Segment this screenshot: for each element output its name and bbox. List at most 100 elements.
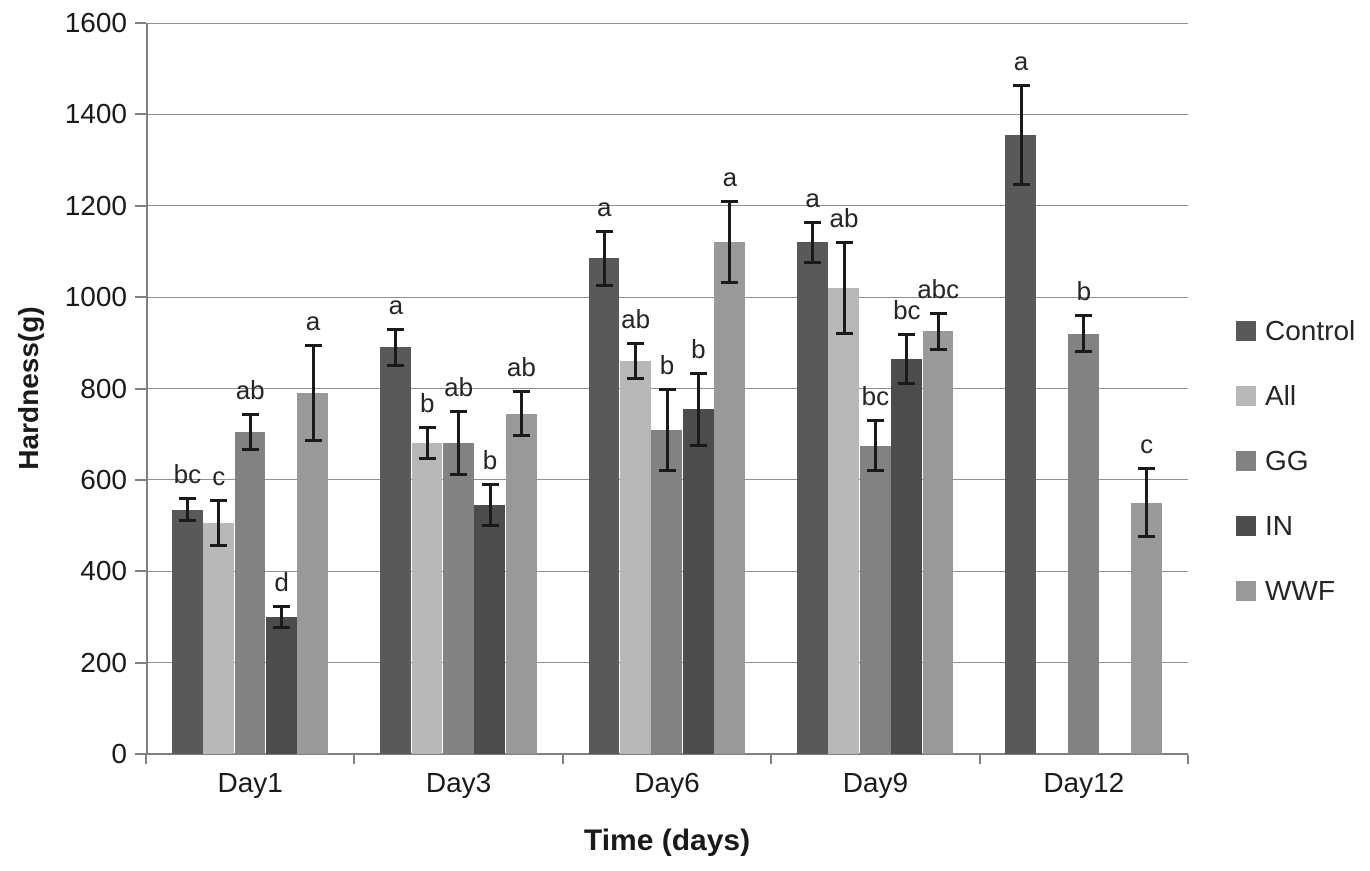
error-bar-cap-bottom	[866, 468, 884, 472]
gridline	[146, 296, 1188, 298]
significance-letter: ab	[829, 203, 859, 234]
error-bar-cap-top	[304, 344, 322, 348]
error-bar-cap-bottom	[178, 518, 196, 522]
bar-wwf-day3	[505, 413, 537, 754]
bar-all-day6	[619, 361, 651, 754]
error-bar-cap-bottom	[804, 260, 822, 264]
error-bar	[842, 242, 846, 334]
bar-wwf-day6	[714, 242, 745, 754]
bar-in-day9	[891, 358, 922, 754]
error-bar-cap-bottom	[387, 363, 405, 367]
error-bar-cap-bottom	[1075, 349, 1093, 353]
error-bar-cap-top	[178, 497, 196, 501]
y-tick-label: 1400	[64, 98, 127, 130]
plot-area: Day1 Day3 Day6 Day9 Day12 bc c ab d a a b ab b ab a ab b b…	[135, 22, 1189, 798]
error-bar-cap-top	[721, 200, 739, 204]
x-axis-tick	[1187, 755, 1189, 764]
y-tick-label: 400	[80, 555, 127, 587]
x-axis-tick	[561, 755, 564, 764]
bar-in-day3	[474, 505, 506, 754]
y-tick-label: 200	[80, 646, 127, 678]
error-bar-cap-top	[418, 426, 436, 430]
error-bar	[311, 345, 315, 442]
legend-swatch	[1236, 581, 1256, 601]
y-tick-label: 1200	[64, 189, 127, 221]
error-bar	[602, 230, 606, 286]
error-bar-cap-bottom	[304, 439, 322, 443]
bar-all-day1	[203, 523, 234, 754]
error-bar-cap-bottom	[595, 283, 613, 287]
y-axis-tick	[135, 113, 146, 116]
error-bar	[873, 420, 877, 471]
error-bar-cap-top	[595, 229, 613, 233]
bar-gg-day3	[442, 443, 474, 754]
legend-label: GG	[1265, 445, 1309, 476]
y-axis-tick	[135, 204, 146, 207]
error-bar-cap-bottom	[241, 448, 259, 452]
bar-gg-day1	[234, 431, 266, 754]
significance-letter: b	[482, 445, 498, 476]
error-bar	[457, 411, 461, 476]
error-bar-cap-top	[241, 412, 259, 416]
significance-letter: a	[305, 306, 321, 337]
error-bar-cap-top	[804, 220, 822, 224]
significance-letter: a	[722, 162, 738, 193]
error-bar-cap-top	[210, 499, 228, 503]
legend-label: IN	[1265, 510, 1293, 541]
error-bar	[280, 605, 284, 629]
error-bar	[519, 390, 523, 437]
significance-letter: b	[659, 349, 675, 380]
legend-label: WWF	[1265, 575, 1335, 606]
significance-letter: a	[388, 290, 404, 321]
bar-control-day3	[380, 347, 411, 754]
x-axis-line	[146, 753, 1188, 755]
error-bar-cap-top	[450, 410, 468, 414]
bar-all-day9	[828, 287, 860, 754]
significance-letter: bc	[173, 459, 202, 490]
significance-letter: c	[212, 461, 226, 492]
x-axis-title: Time (days)	[583, 824, 751, 857]
y-tick-label: 1000	[64, 281, 127, 313]
error-bar-cap-top	[835, 241, 853, 245]
error-bar-cap-bottom	[450, 473, 468, 477]
legend: Control All GG IN WWF	[1236, 317, 1355, 605]
legend-swatch	[1236, 321, 1256, 341]
significance-letter: b	[419, 388, 435, 419]
error-bar	[248, 413, 252, 451]
error-bar-cap-bottom	[512, 434, 530, 438]
y-axis-tick	[135, 22, 146, 24]
y-axis-line	[146, 23, 148, 754]
x-axis-tick	[978, 755, 981, 764]
y-axis-tick	[135, 478, 146, 481]
error-bar-cap-top	[481, 483, 499, 487]
bar-control-day9	[796, 242, 828, 754]
significance-letter: a	[805, 182, 820, 213]
legend-item-wwf: WWF	[1236, 577, 1355, 605]
bar-in-day6	[682, 409, 714, 754]
significance-letter: b	[691, 333, 706, 364]
error-bar-cap-bottom	[418, 457, 436, 461]
error-bar-cap-top	[1138, 467, 1156, 471]
x-axis-tick	[770, 755, 773, 764]
error-bar-cap-bottom	[1138, 534, 1156, 538]
error-bar-cap-top	[658, 387, 676, 391]
error-bar-cap-top	[273, 604, 291, 608]
error-bar-cap-bottom	[929, 347, 947, 351]
error-bar	[1145, 468, 1149, 537]
y-axis-title: Hardness(g)	[13, 306, 44, 470]
error-bar-cap-top	[689, 371, 707, 375]
error-bar	[1082, 315, 1086, 352]
error-bar	[665, 388, 669, 471]
y-axis-tick	[135, 661, 146, 664]
error-bar-cap-bottom	[273, 626, 291, 630]
x-axis-tick	[353, 755, 356, 764]
bar-wwf-day1	[297, 393, 329, 754]
significance-letter: bc	[893, 294, 921, 325]
error-bar-cap-top	[387, 328, 405, 332]
error-bar-cap-top	[929, 312, 947, 316]
x-category-label: Day9	[842, 767, 909, 798]
significance-letter: ab	[444, 372, 474, 403]
gridline	[146, 22, 1188, 24]
legend-swatch	[1236, 451, 1256, 471]
error-bar-cap-bottom	[721, 281, 739, 285]
